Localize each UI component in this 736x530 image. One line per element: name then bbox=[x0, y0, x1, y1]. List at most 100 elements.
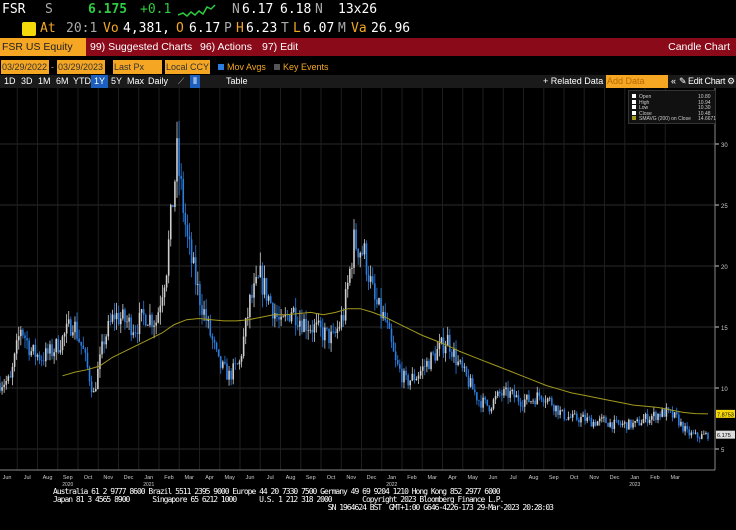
period-1d[interactable]: 1D bbox=[4, 76, 16, 86]
key-events-label[interactable]: Key Events bbox=[283, 62, 329, 72]
table-button[interactable]: Table bbox=[226, 76, 248, 86]
candle bbox=[78, 338, 80, 342]
period-max[interactable]: Max bbox=[127, 76, 145, 86]
low-label: L bbox=[293, 21, 301, 36]
x-tick-label: May bbox=[225, 475, 236, 481]
period-bar: 1D 3D 1M 6M YTD 1Y 5Y Max Daily ⟋ ⫴ Tabl… bbox=[0, 75, 736, 88]
candle bbox=[249, 295, 251, 317]
add-data-input[interactable]: Add Data bbox=[606, 75, 668, 88]
candle bbox=[503, 389, 505, 396]
pencil-icon[interactable]: ✎ bbox=[679, 76, 687, 86]
candle bbox=[557, 405, 559, 415]
candle bbox=[461, 360, 464, 368]
command-bar: FSR US Equity 99) Suggested Charts 96) A… bbox=[0, 38, 736, 56]
mov-avgs-label[interactable]: Mov Avgs bbox=[227, 62, 266, 72]
x-tick-label: Apr bbox=[448, 475, 457, 481]
legend-item: Close 10.48 bbox=[632, 110, 714, 117]
end-date-input[interactable]: 03/29/2023 bbox=[57, 60, 105, 74]
security-field[interactable]: FSR US Equity bbox=[0, 38, 86, 56]
candle bbox=[625, 422, 628, 430]
ma-value-label-bg bbox=[716, 409, 735, 418]
y-tick-label: 30 bbox=[721, 143, 728, 149]
candle bbox=[194, 257, 197, 285]
candle bbox=[307, 330, 309, 331]
candle bbox=[413, 373, 416, 381]
field-select[interactable]: Last Px bbox=[113, 60, 162, 74]
year-label: 2023 bbox=[629, 482, 640, 488]
candle bbox=[596, 421, 599, 426]
related-data-button[interactable]: + Related Data bbox=[543, 76, 604, 86]
frequency-select[interactable]: Daily bbox=[148, 76, 169, 86]
candle bbox=[115, 312, 118, 320]
candle bbox=[259, 265, 262, 278]
candle bbox=[613, 419, 616, 429]
candle bbox=[523, 399, 526, 407]
candle bbox=[244, 318, 247, 337]
candle bbox=[53, 352, 55, 357]
candle bbox=[382, 312, 384, 319]
candle bbox=[440, 337, 443, 343]
line-chart-icon[interactable]: ⟋ bbox=[178, 76, 185, 86]
candle bbox=[326, 327, 328, 329]
x-tick-label: Feb bbox=[164, 475, 173, 481]
candle bbox=[615, 419, 618, 421]
key-events-checkbox[interactable] bbox=[274, 64, 280, 70]
candle bbox=[463, 366, 466, 368]
candle bbox=[94, 389, 97, 392]
candle bbox=[657, 413, 659, 420]
candle bbox=[122, 309, 124, 319]
candle bbox=[321, 327, 324, 341]
candle bbox=[319, 320, 322, 328]
edit-button[interactable]: 97) Edit bbox=[262, 41, 299, 53]
candle bbox=[242, 336, 245, 357]
candle bbox=[576, 413, 578, 420]
candle bbox=[636, 419, 638, 422]
candle bbox=[247, 316, 249, 319]
candle bbox=[671, 410, 674, 418]
period-1y[interactable]: 1Y bbox=[91, 75, 109, 88]
candle bbox=[692, 432, 695, 434]
candle bbox=[555, 405, 557, 412]
candle bbox=[561, 409, 564, 411]
start-date-input[interactable]: 03/29/2022 bbox=[1, 60, 49, 74]
collapse-icon[interactable]: « bbox=[671, 76, 677, 86]
period-3d[interactable]: 3D bbox=[21, 76, 33, 86]
year-label: 2022 bbox=[386, 482, 397, 488]
x-tick-label: Mar bbox=[185, 475, 195, 481]
period-1m[interactable]: 1M bbox=[38, 76, 51, 86]
candle bbox=[513, 389, 516, 398]
candle bbox=[105, 336, 107, 345]
period-6m[interactable]: 6M bbox=[56, 76, 69, 86]
candle bbox=[80, 341, 83, 346]
gear-icon[interactable]: ⚙ bbox=[727, 76, 736, 86]
alert-icon[interactable] bbox=[22, 22, 36, 36]
candle bbox=[444, 346, 447, 354]
candle bbox=[605, 417, 607, 424]
candle bbox=[22, 329, 24, 336]
edit-chart-button[interactable]: Edit Chart bbox=[688, 76, 726, 86]
price-chart[interactable]: 5 10 15 20 25 30 Jun Jul Aug Sep Oct Nov Dec Jan Feb Ma… bbox=[0, 88, 736, 488]
suggested-charts-button[interactable]: 99) Suggested Charts bbox=[90, 41, 193, 53]
vwap-label: Va bbox=[351, 21, 367, 36]
candle bbox=[488, 405, 491, 412]
candle bbox=[548, 398, 551, 399]
candle bbox=[342, 315, 345, 321]
x-tick-label: Oct bbox=[327, 475, 336, 481]
currency-select[interactable]: Local CCY bbox=[165, 60, 210, 74]
candle bbox=[690, 432, 693, 436]
actions-button[interactable]: 96) Actions bbox=[200, 41, 252, 53]
mov-avgs-checkbox[interactable] bbox=[218, 64, 224, 70]
candle bbox=[330, 331, 332, 344]
candle bbox=[490, 408, 493, 412]
period-5y[interactable]: 5Y bbox=[111, 76, 123, 86]
period-ytd[interactable]: YTD bbox=[73, 76, 91, 86]
candle bbox=[222, 361, 224, 368]
candle bbox=[455, 348, 457, 365]
candle bbox=[480, 401, 482, 408]
candle-chart-icon[interactable]: ⫴ bbox=[190, 75, 200, 88]
year-label: 2020 bbox=[62, 482, 73, 488]
candle bbox=[584, 414, 586, 421]
candle bbox=[299, 320, 301, 327]
candle bbox=[303, 318, 305, 332]
x-tick-label: Feb bbox=[407, 475, 416, 481]
